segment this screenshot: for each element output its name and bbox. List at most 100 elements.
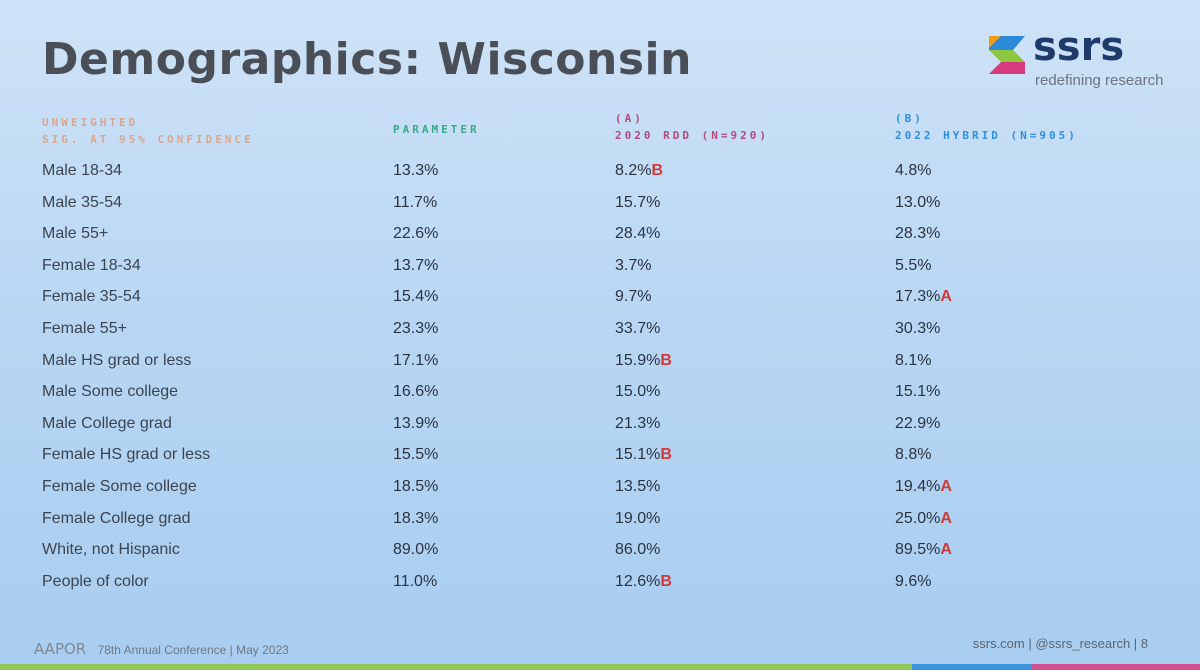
- row-label-text: Female 18-34: [42, 256, 141, 274]
- row-value-b: 4.8%: [895, 161, 931, 181]
- row-parameter: 17.1%: [393, 351, 438, 371]
- row-value-b: 8.1%: [895, 351, 931, 371]
- row-value-b-text: 30.3%: [895, 319, 941, 337]
- row-label-text: Male 18-34: [42, 162, 123, 179]
- row-value-a-text: 15.1%: [615, 446, 661, 464]
- row-parameter-text: 16.6%: [393, 383, 439, 401]
- header-notes: UNWEIGHTED SIG. AT 95% CONFIDENCE: [42, 114, 254, 148]
- row-value-b-text: 4.8%: [895, 162, 932, 179]
- row-label-text: Male College grad: [42, 414, 172, 432]
- row-parameter: 13.7%: [393, 256, 438, 276]
- significance-marker: B: [660, 351, 672, 369]
- row-value-a-text: 28.4%: [615, 225, 661, 243]
- row-value-a: 12.6%B: [615, 572, 672, 592]
- table-row: Female Some college 18.5% 13.5% 19.4%A: [42, 477, 1042, 509]
- row-value-b-text: 9.6%: [895, 572, 932, 590]
- row-value-b-text: 25.0%: [895, 509, 941, 527]
- row-value-a-text: 21.3%: [615, 414, 661, 432]
- row-value-a: 19.0%: [615, 509, 660, 529]
- row-parameter: 15.5%: [393, 445, 438, 465]
- row-parameter-text: 18.3%: [393, 509, 439, 527]
- table-row: Male College grad 13.9% 21.3% 22.9%: [42, 414, 1042, 446]
- row-parameter-text: 15.5%: [393, 446, 439, 464]
- row-value-a-text: 15.9%: [615, 351, 661, 369]
- row-value-a: 15.7%: [615, 193, 660, 213]
- table-row: Male 18-34 13.3% 8.2%B 4.8%: [42, 161, 1042, 193]
- header-a-label: 2020 RDD (N=920): [615, 129, 769, 142]
- row-value-a: 13.5%: [615, 477, 660, 497]
- row-parameter-text: 22.6%: [393, 225, 439, 243]
- header-b-label: 2022 HYBRID (N=905): [895, 129, 1078, 142]
- row-value-a: 21.3%: [615, 414, 660, 434]
- table-row: Male 55+ 22.6% 28.4% 28.3%: [42, 224, 1042, 256]
- row-value-a-text: 9.7%: [615, 288, 652, 306]
- row-parameter: 13.3%: [393, 161, 438, 181]
- ssrs-logo: ssrs redefining research: [985, 24, 1165, 94]
- row-label: Male Some college: [42, 382, 178, 402]
- header-parameter: PARAMETER: [393, 123, 480, 136]
- row-parameter: 23.3%: [393, 319, 438, 339]
- table-row: Male 35-54 11.7% 15.7% 13.0%: [42, 193, 1042, 225]
- row-label: Female 55+: [42, 319, 127, 339]
- significance-marker: B: [660, 572, 672, 590]
- row-value-a: 28.4%: [615, 224, 660, 244]
- color-bar: [0, 664, 1200, 670]
- row-parameter: 16.6%: [393, 382, 438, 402]
- row-parameter-text: 13.3%: [393, 162, 439, 179]
- row-parameter: 18.3%: [393, 509, 438, 529]
- row-label-text: Female Some college: [42, 477, 197, 495]
- row-label-text: Female HS grad or less: [42, 446, 211, 464]
- aapor-logo: AAPOR: [34, 640, 87, 658]
- row-value-b-text: 19.4%: [895, 477, 941, 495]
- row-value-b-text: 8.1%: [895, 351, 932, 369]
- header-note-line2: SIG. AT 95% CONFIDENCE: [42, 133, 254, 146]
- row-label-text: Male Some college: [42, 383, 179, 401]
- row-parameter: 18.5%: [393, 477, 438, 497]
- row-value-b: 28.3%: [895, 224, 940, 244]
- header-a-code: (A): [615, 112, 644, 125]
- row-parameter-text: 11.7%: [393, 193, 438, 211]
- row-value-b-text: 28.3%: [895, 225, 941, 243]
- row-value-a: 3.7%: [615, 256, 651, 276]
- row-value-b: 25.0%A: [895, 509, 952, 529]
- row-value-a-text: 86.0%: [615, 541, 661, 559]
- table-row: People of color 11.0% 12.6%B 9.6%: [42, 572, 1042, 604]
- row-value-b-text: 17.3%: [895, 288, 941, 306]
- significance-marker: B: [651, 162, 664, 179]
- row-value-a-text: 8.2%: [615, 162, 652, 179]
- significance-marker: B: [660, 446, 672, 464]
- row-value-a: 33.7%: [615, 319, 660, 339]
- footer-event: 78th Annual Conference | May 2023: [97, 643, 289, 657]
- row-parameter-text: 17.1%: [393, 351, 439, 369]
- row-value-a-text: 12.6%: [615, 572, 661, 590]
- row-label-text: Female 55+: [42, 319, 127, 337]
- ssrs-logo-icon: [989, 36, 1025, 74]
- row-parameter: 15.4%: [393, 287, 438, 307]
- row-value-a-text: 15.7%: [615, 193, 661, 211]
- table-row: Female 18-34 13.7% 3.7% 5.5%: [42, 256, 1042, 288]
- table-row: Male HS grad or less 17.1% 15.9%B 8.1%: [42, 351, 1042, 383]
- table-row: Male Some college 16.6% 15.0% 15.1%: [42, 382, 1042, 414]
- row-parameter: 89.0%: [393, 540, 438, 560]
- row-value-b: 5.5%: [895, 256, 931, 276]
- significance-marker: A: [940, 509, 952, 527]
- row-label: Male College grad: [42, 414, 172, 434]
- row-parameter-text: 11.0%: [393, 572, 438, 590]
- row-label: Male 35-54: [42, 193, 122, 213]
- row-label: Female HS grad or less: [42, 445, 210, 465]
- row-label: Male 55+: [42, 224, 108, 244]
- row-parameter-text: 18.5%: [393, 477, 439, 495]
- header-col-a: (A) 2020 RDD (N=920): [615, 110, 769, 144]
- table-row: Female 55+ 23.3% 33.7% 30.3%: [42, 319, 1042, 351]
- row-label: Female College grad: [42, 509, 191, 529]
- row-value-b: 9.6%: [895, 572, 931, 592]
- row-value-a: 15.0%: [615, 382, 660, 402]
- slide-title: Demographics: Wisconsin: [42, 34, 692, 85]
- row-value-a: 9.7%: [615, 287, 651, 307]
- table-row: Female HS grad or less 15.5% 15.1%B 8.8%: [42, 445, 1042, 477]
- footer-left: AAPOR 78th Annual Conference | May 2023: [34, 640, 289, 658]
- row-parameter-text: 23.3%: [393, 319, 439, 337]
- row-label: White, not Hispanic: [42, 540, 180, 560]
- row-value-b-text: 5.5%: [895, 256, 932, 274]
- header-col-b: (B) 2022 HYBRID (N=905): [895, 110, 1078, 144]
